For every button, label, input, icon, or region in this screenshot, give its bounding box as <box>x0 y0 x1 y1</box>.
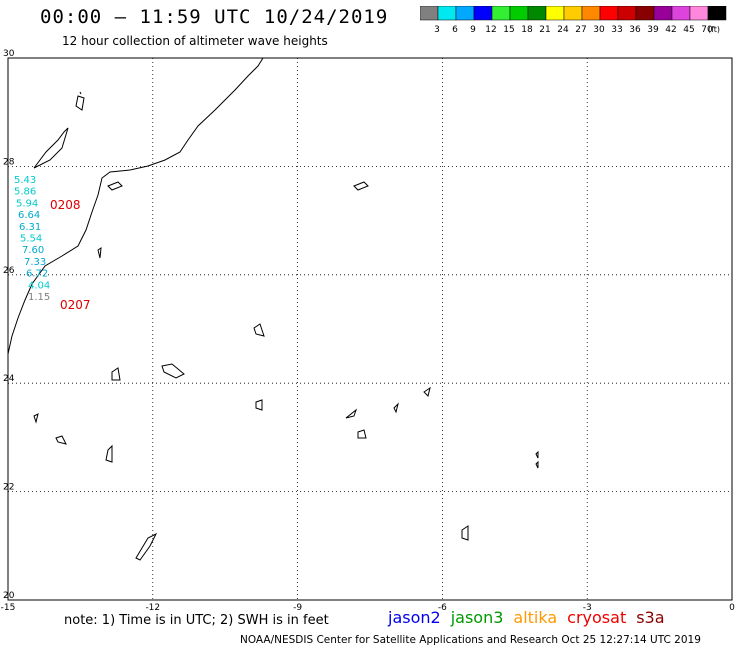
lon-tick-label: -3 <box>583 603 592 613</box>
island-n <box>423 386 431 397</box>
legend-label: 39 <box>647 25 659 35</box>
legend-label: 45 <box>683 25 694 35</box>
satellite-jason2: jason2 <box>388 608 441 627</box>
swh-value: 5.86 <box>14 187 36 198</box>
legend-scale: 3 6 9 12 15 18 21 24 27 30 33 36 39 42 45 70(ft) <box>420 6 727 35</box>
legend-unit: (ft) <box>708 25 720 34</box>
island-b <box>97 246 102 259</box>
lon-tick-label: -9 <box>293 603 302 613</box>
pass-id-label: 0207 <box>60 298 91 312</box>
island-e <box>111 367 121 381</box>
swh-labels: 5.435.865.946.646.315.547.607.336.724.04… <box>14 175 50 303</box>
island-l <box>357 429 367 439</box>
swh-value: 7.33 <box>24 257 46 268</box>
lon-tick-label: 0 <box>729 603 735 613</box>
island-j <box>105 444 113 463</box>
footer-note: note: 1) Time is in UTC; 2) SWH is in fe… <box>64 613 329 628</box>
legend-label: 24 <box>557 25 569 35</box>
satellite-altika: altika <box>513 608 558 627</box>
swh-value: 5.43 <box>14 175 36 186</box>
chart-title: 00:00 – 11:59 UTC 10/24/2019 <box>40 6 389 28</box>
island-o <box>535 450 539 459</box>
legend-swatch <box>707 6 727 21</box>
swh-value: 4.04 <box>28 280 50 291</box>
island-m <box>393 402 399 414</box>
lat-tick-label: 30 <box>3 49 15 59</box>
swh-value: 6.72 <box>26 269 48 280</box>
legend-label: 42 <box>665 25 676 35</box>
lon-tick-label: -6 <box>438 603 447 613</box>
island-fuerteventura <box>33 127 69 169</box>
graticule <box>8 58 732 600</box>
island-dot <box>79 91 82 95</box>
island-p <box>535 460 539 469</box>
island-h <box>33 413 39 424</box>
swh-value: 1.15 <box>28 292 50 303</box>
island-q <box>461 525 469 541</box>
satellite-jason3: jason3 <box>450 608 504 627</box>
lat-tick-label: 24 <box>3 374 15 384</box>
island-lanzarote <box>75 95 85 111</box>
legend-label: 3 <box>434 25 440 35</box>
axis-tick-labels: -15 -12 -9 -6 -3 0 30 28 26 24 22 20 <box>1 49 735 613</box>
satellite-legend: jason2 jason3 altika cryosat s3a <box>388 608 665 627</box>
swh-value: 6.64 <box>18 210 40 221</box>
legend-label: 27 <box>575 25 586 35</box>
lat-tick-label: 20 <box>3 591 15 601</box>
island-r <box>135 532 158 561</box>
island-i <box>55 435 67 445</box>
map-frame <box>7 57 733 601</box>
lat-tick-label: 26 <box>3 266 15 276</box>
lat-tick-label: 28 <box>3 157 15 167</box>
legend-label: 18 <box>521 25 533 35</box>
legend-label: 12 <box>485 25 496 35</box>
island-f <box>161 363 185 379</box>
lon-tick-label: -15 <box>1 603 16 613</box>
pass-labels: 0208 0207 <box>50 198 91 312</box>
island-g <box>255 399 263 411</box>
legend-label: 6 <box>452 25 458 35</box>
island-a <box>107 181 123 191</box>
island-c <box>353 181 369 191</box>
legend-label: 70 <box>701 25 713 35</box>
island-k <box>345 408 358 419</box>
legend-label: 21 <box>539 25 550 35</box>
swh-value: 6.31 <box>19 222 41 233</box>
swh-value: 5.54 <box>20 234 42 245</box>
color-legend: 3 6 9 12 15 18 21 24 27 30 33 36 39 42 45 70 (ft) <box>420 6 730 36</box>
legend-label: 30 <box>593 25 605 35</box>
legend-label: 33 <box>611 25 622 35</box>
swh-value: 5.94 <box>16 198 38 209</box>
satellite-cryosat: cryosat <box>567 608 627 627</box>
pass-id-label: 0208 <box>50 198 81 212</box>
legend-label: 36 <box>629 25 641 35</box>
credit-line: NOAA/NESDIS Center for Satellite Applica… <box>240 634 701 646</box>
chart-subtitle: 12 hour collection of altimeter wave hei… <box>62 34 328 48</box>
lon-tick-label: -12 <box>145 603 160 613</box>
legend-label: 15 <box>503 25 514 35</box>
africa-coastline <box>7 57 264 355</box>
swh-value: 7.60 <box>22 245 44 256</box>
island-d <box>253 323 265 337</box>
legend-label: 9 <box>470 25 476 35</box>
satellite-s3a: s3a <box>636 608 665 627</box>
lat-tick-label: 22 <box>3 483 14 493</box>
coastlines <box>7 57 539 561</box>
